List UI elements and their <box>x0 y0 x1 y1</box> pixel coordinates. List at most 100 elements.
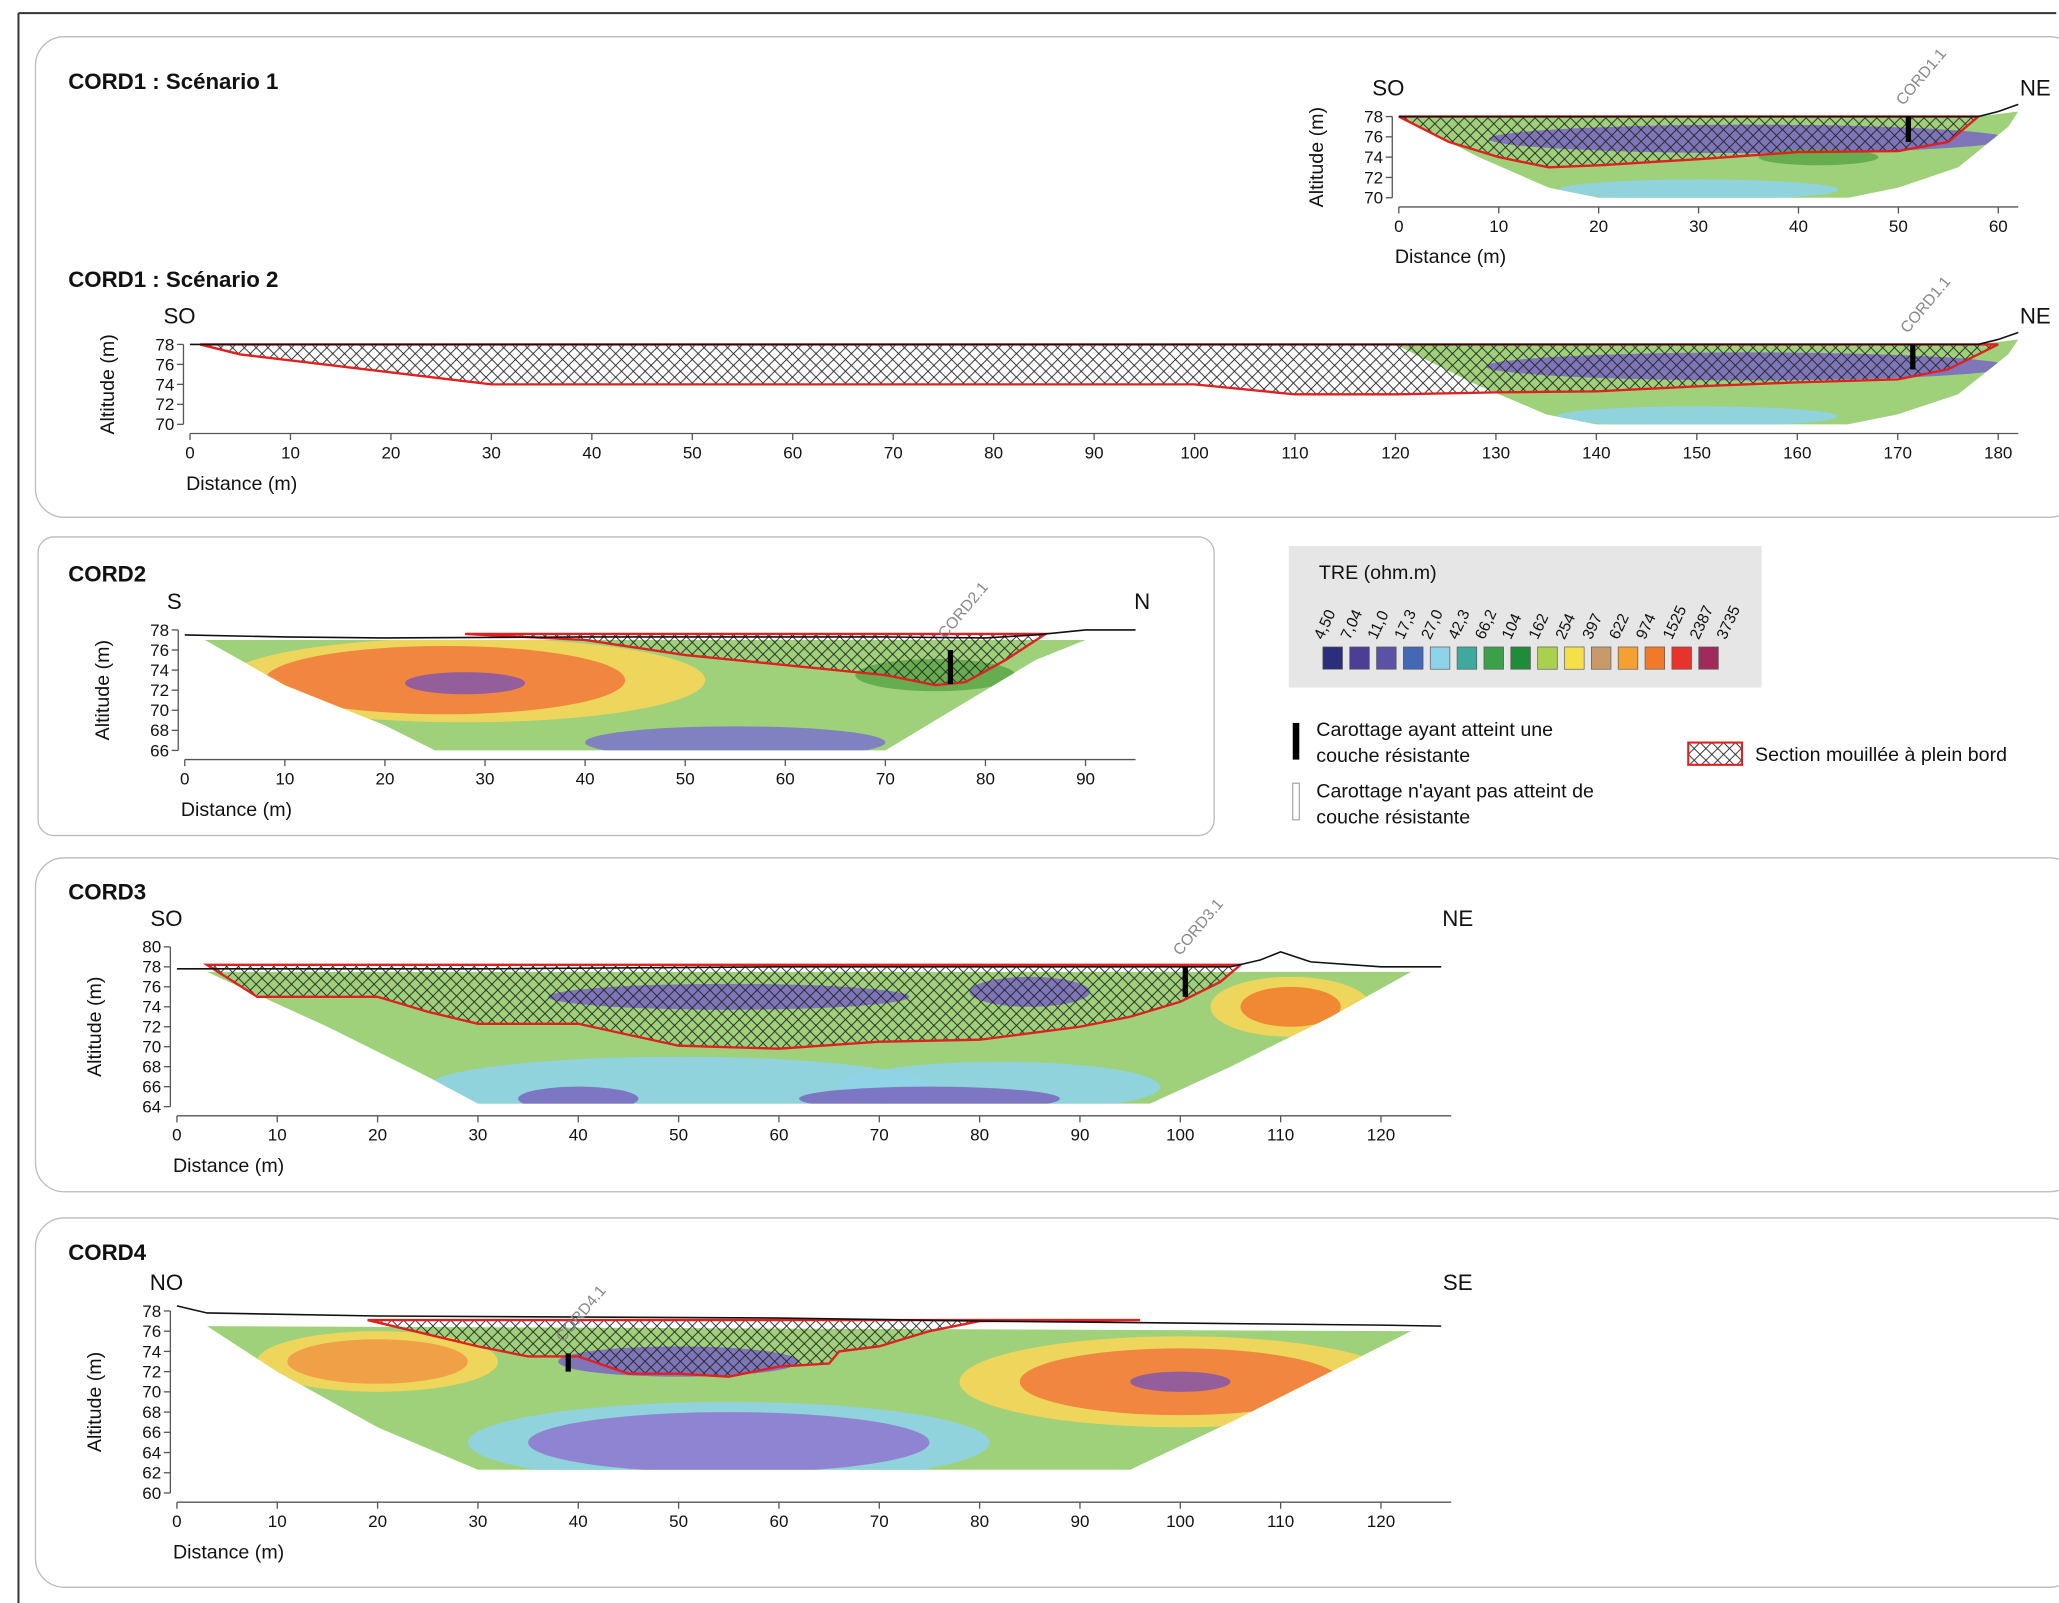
y-tick-label: 72 <box>142 1363 161 1382</box>
x-tick-label: 90 <box>1076 769 1095 788</box>
surface-profile <box>176 951 1442 970</box>
x-tick-label: 40 <box>576 769 595 788</box>
x-tick-label: 100 <box>1166 1126 1194 1145</box>
x-tick-label: 170 <box>1884 443 1912 462</box>
x-tick-label: 120 <box>1367 1126 1395 1145</box>
x-tick-label: 0 <box>172 1512 181 1531</box>
x-tick-label: 60 <box>769 1126 788 1145</box>
y-tick-label: 66 <box>142 1078 161 1097</box>
x-tick-label: 80 <box>976 769 995 788</box>
anomaly <box>404 672 526 695</box>
x-tick-label: 80 <box>984 443 1003 462</box>
anomaly <box>1130 1371 1231 1392</box>
x-tick-label: 90 <box>1085 443 1104 462</box>
x-tick-label: 110 <box>1267 1126 1294 1145</box>
y-axis-label: Altitude (m) <box>84 977 106 1077</box>
y-tick-label: 78 <box>150 621 169 640</box>
legend-swatch <box>1644 646 1666 670</box>
anomaly <box>1240 986 1341 1027</box>
x-tick-label: 60 <box>769 1512 788 1531</box>
x-axis-label: Distance (m) <box>186 473 297 495</box>
legend-swatch <box>1537 646 1558 670</box>
x-tick-label: 80 <box>970 1126 989 1145</box>
x-tick-label: 80 <box>970 1512 989 1531</box>
legend-swatch <box>1376 646 1397 670</box>
y-tick-label: 64 <box>142 1098 161 1117</box>
section-chart: CORD1 : Scénario 2 SO NE Altitude (m) Distan… <box>68 267 2051 495</box>
x-tick-label: 10 <box>268 1126 287 1145</box>
x-tick-label: 160 <box>1783 443 1811 462</box>
x-tick-label: 90 <box>1070 1126 1089 1145</box>
x-axis-label: Distance (m) <box>1395 246 1506 268</box>
x-tick-label: 50 <box>683 443 702 462</box>
wetted-section <box>464 632 1050 687</box>
x-tick-label: 70 <box>870 1512 889 1531</box>
y-tick-label: 74 <box>155 375 174 394</box>
panel-cord1 <box>34 36 2059 518</box>
legend-swatch <box>1698 646 1719 670</box>
legend-swatch <box>1429 646 1451 670</box>
anomaly <box>585 726 886 751</box>
y-tick-label: 78 <box>155 335 174 354</box>
anomaly <box>1558 179 1839 198</box>
x-tick-label: 10 <box>281 443 300 462</box>
anomaly <box>799 1086 1060 1104</box>
surface-profile <box>1398 103 2019 118</box>
y-tick-label: 72 <box>1364 168 1383 187</box>
wetted-section <box>202 963 1244 1050</box>
x-tick-label: 50 <box>676 769 695 788</box>
borehole <box>1905 116 1911 142</box>
x-tick-label: 110 <box>1281 443 1308 462</box>
x-tick-label: 30 <box>476 769 495 788</box>
borehole <box>947 650 954 685</box>
legend-borehole-not-reached <box>1292 782 1300 821</box>
anomaly <box>528 1412 930 1470</box>
x-tick-label: 60 <box>1989 217 2008 236</box>
x-tick-label: 50 <box>1889 217 1908 236</box>
x-tick-label: 10 <box>1489 217 1508 236</box>
direction-label: SO <box>1372 76 1404 101</box>
legend-swatch <box>1510 646 1531 670</box>
x-tick-label: 110 <box>1267 1512 1294 1531</box>
x-tick-label: 90 <box>1070 1512 1089 1531</box>
y-tick-label: 66 <box>142 1423 161 1442</box>
y-axis-label: Altitude (m) <box>97 334 119 434</box>
surface-profile <box>184 629 1136 639</box>
legend-swatch <box>1564 646 1585 670</box>
x-tick-label: 10 <box>268 1512 287 1531</box>
y-tick-label: 72 <box>150 681 169 700</box>
direction-label: NE <box>2020 303 2051 328</box>
x-tick-label: 20 <box>381 443 400 462</box>
borehole <box>1182 966 1188 997</box>
y-tick-label: 70 <box>155 415 174 434</box>
legend-swatch <box>1617 646 1639 670</box>
wetted-section <box>367 1318 1141 1378</box>
x-tick-label: 40 <box>1789 217 1808 236</box>
direction-label: NE <box>2020 76 2051 101</box>
x-tick-label: 20 <box>375 769 394 788</box>
x-tick-label: 70 <box>870 1126 889 1145</box>
y-tick-label: 74 <box>1364 148 1383 167</box>
x-tick-label: 10 <box>275 769 294 788</box>
x-tick-label: 140 <box>1582 443 1610 462</box>
y-tick-label: 60 <box>142 1484 161 1503</box>
direction-label: SE <box>1443 1270 1473 1295</box>
surface-profile <box>176 1305 1442 1327</box>
y-tick-label: 68 <box>142 1058 161 1077</box>
x-tick-label: 120 <box>1381 443 1409 462</box>
x-tick-label: 100 <box>1180 443 1208 462</box>
y-tick-label: 76 <box>155 355 174 374</box>
direction-label: NE <box>1442 906 1473 931</box>
y-tick-label: 74 <box>142 1342 161 1361</box>
y-tick-label: 64 <box>142 1443 161 1462</box>
legend-swatch <box>1322 646 1343 670</box>
x-tick-label: 0 <box>185 443 194 462</box>
section-chart: CORD2 S N Altitude (m) Distance (m) 0 10 20 30 40… <box>68 561 1150 820</box>
legend-swatch <box>1456 646 1478 670</box>
legend-text: Carottage n'ayant pas atteint de <box>1316 781 1594 803</box>
x-tick-label: 70 <box>884 443 903 462</box>
